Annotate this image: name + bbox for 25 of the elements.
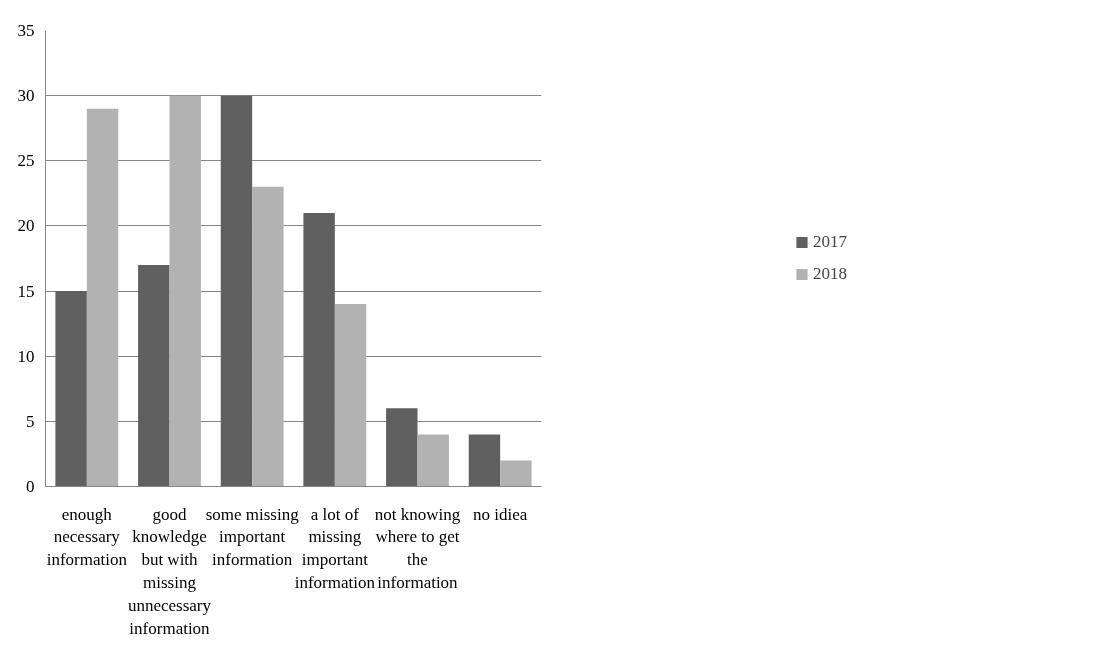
bar [334, 304, 367, 487]
bar [386, 408, 418, 487]
y-tick-label: 30 [17, 86, 35, 106]
bar [252, 186, 284, 487]
y-tick-label: 25 [17, 151, 35, 171]
y-tick-label: 15 [17, 281, 35, 301]
y-tick-label: 10 [17, 346, 35, 366]
bar [468, 434, 501, 487]
bar [303, 212, 335, 487]
bar [138, 265, 170, 487]
bar [86, 108, 119, 487]
x-tick-label: no idiea [473, 504, 528, 524]
bar [417, 434, 449, 487]
y-tick-label: 35 [17, 21, 35, 40]
y-tick-label: 20 [17, 216, 35, 236]
legend-label: 2018 [813, 264, 847, 284]
y-tick-label: 5 [26, 411, 35, 431]
y-tick-label: 0 [26, 477, 35, 496]
bar [55, 291, 87, 487]
x-tick-label: enough necessary information [46, 504, 128, 570]
bar [500, 460, 532, 487]
legend-label: 2017 [813, 232, 847, 252]
x-tick-label: not knowing where to get the information [374, 504, 461, 592]
bar [220, 95, 253, 487]
bar [169, 95, 201, 487]
